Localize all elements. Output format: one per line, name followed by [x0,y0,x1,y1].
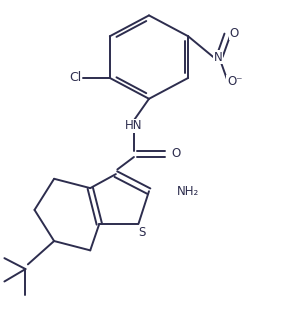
Text: N: N [214,51,223,64]
Text: NH₂: NH₂ [176,185,199,198]
Text: O⁻: O⁻ [227,75,243,88]
Text: S: S [138,226,145,239]
Text: S: S [138,226,145,239]
Text: N: N [214,51,223,64]
Text: NH₂: NH₂ [176,185,199,198]
Text: O⁻: O⁻ [227,75,243,88]
Text: Cl: Cl [69,72,81,84]
Text: O: O [230,27,239,40]
Text: O: O [171,147,181,160]
Text: HN: HN [125,119,143,133]
Text: Cl: Cl [69,72,81,84]
Text: O: O [230,27,239,40]
Text: HN: HN [125,119,143,133]
Text: O: O [171,147,181,160]
